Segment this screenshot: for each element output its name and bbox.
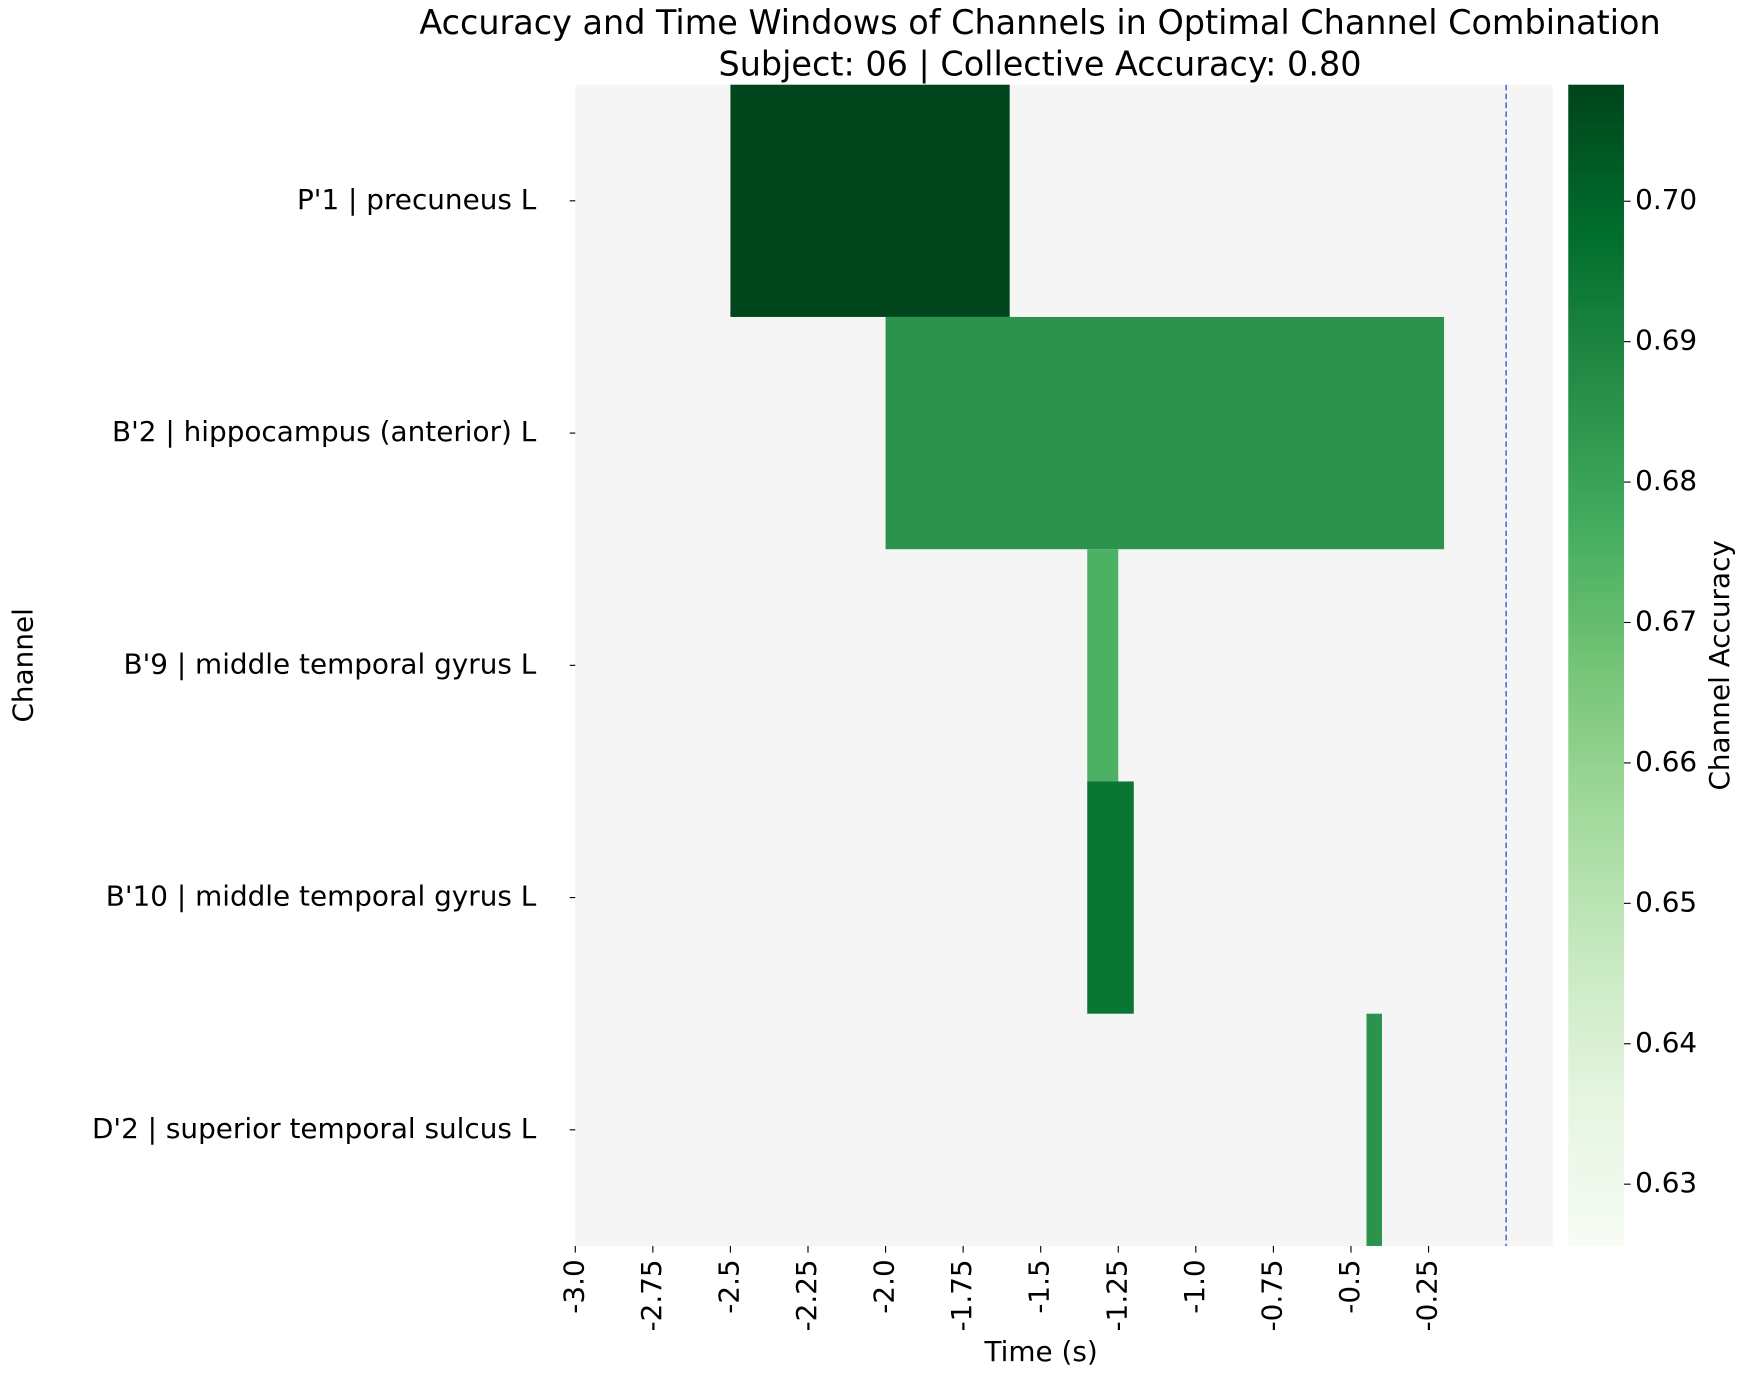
y-axis-label: Channel xyxy=(7,608,40,722)
x-tick-label: -1.0 xyxy=(1178,1259,1211,1313)
x-tick-label: -2.25 xyxy=(790,1259,823,1331)
x-tick-label: -1.5 xyxy=(1023,1259,1056,1313)
x-tick-label: -2.75 xyxy=(635,1259,668,1331)
time-window xyxy=(885,316,1445,550)
x-tick-label: -2.0 xyxy=(868,1259,901,1313)
chart-subtitle: Subject: 06 | Collective Accuracy: 0.80 xyxy=(719,44,1362,83)
y-tick-label: D'2 | superior temporal sulcus L xyxy=(92,1112,537,1145)
x-tick-label: -1.75 xyxy=(945,1259,978,1331)
chart-title: Accuracy and Time Windows of Channels in… xyxy=(419,3,1660,42)
time-window xyxy=(1087,549,1119,782)
y-tick-label: B'9 | middle temporal gyrus L xyxy=(123,647,536,680)
x-tick-label: -0.25 xyxy=(1411,1259,1444,1331)
x-tick-label: -0.5 xyxy=(1333,1259,1366,1313)
time-window xyxy=(1366,1013,1383,1246)
x-tick-label: -2.5 xyxy=(712,1259,745,1313)
colorbar-tick-label: 0.63 xyxy=(1635,1166,1697,1199)
y-tick-label: B'2 | hippocampus (anterior) L xyxy=(112,415,537,448)
y-tick-label: P'1 | precuneus L xyxy=(297,183,537,216)
time-window xyxy=(730,84,1010,317)
colorbar-tick-label: 0.64 xyxy=(1635,1026,1697,1059)
colorbar-tick-label: 0.67 xyxy=(1635,604,1697,637)
x-tick-label: -0.75 xyxy=(1255,1259,1288,1331)
x-tick-label: -3.0 xyxy=(557,1259,590,1313)
plot-background xyxy=(575,84,1553,1246)
colorbar-tick-label: 0.66 xyxy=(1635,745,1697,778)
x-tick-label: -1.25 xyxy=(1100,1259,1133,1331)
colorbar-label: Channel Accuracy xyxy=(1703,540,1736,790)
x-axis-label: Time (s) xyxy=(983,1335,1097,1368)
colorbar-tick-label: 0.68 xyxy=(1635,464,1697,497)
time-window xyxy=(1087,781,1134,1014)
colorbar-tick-label: 0.69 xyxy=(1635,324,1697,357)
colorbar xyxy=(1568,84,1624,1246)
colorbar-tick-label: 0.70 xyxy=(1635,183,1697,216)
colorbar-tick-label: 0.65 xyxy=(1635,885,1697,918)
y-tick-label: B'10 | middle temporal gyrus L xyxy=(106,880,537,913)
